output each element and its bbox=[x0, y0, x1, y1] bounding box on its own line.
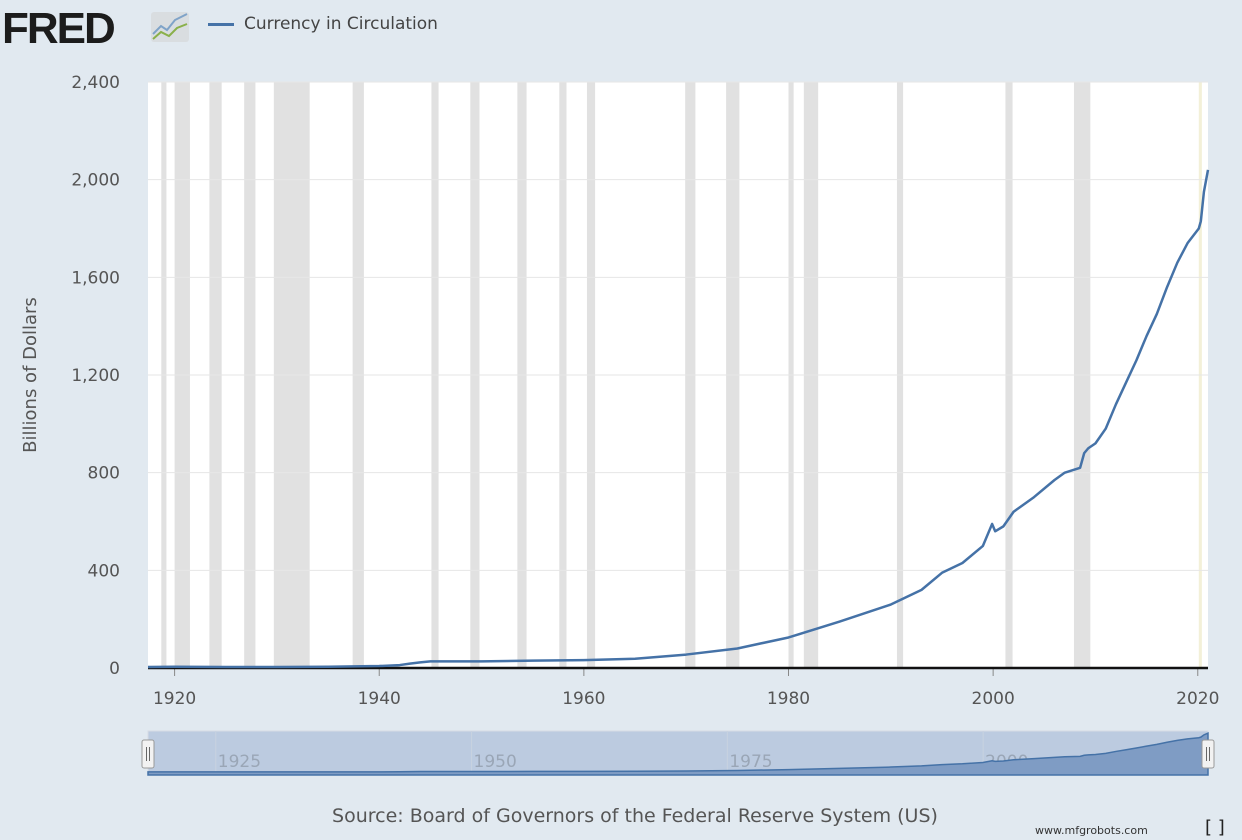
x-tick-label: 2020 bbox=[1176, 689, 1219, 709]
fullscreen-icon[interactable]: [ ] bbox=[1205, 817, 1225, 838]
y-tick-label: 2,400 bbox=[71, 73, 120, 93]
fred-logo[interactable]: FRED bbox=[2, 4, 116, 53]
navigator-tick-label: 1975 bbox=[729, 752, 772, 772]
y-tick-label: 2,000 bbox=[71, 171, 120, 191]
x-tick-label: 1940 bbox=[358, 689, 401, 709]
watermark: www.mfgrobots.com bbox=[1035, 824, 1148, 837]
navigator-tick-label: 1925 bbox=[218, 752, 261, 772]
navigator-tick-label: 1950 bbox=[474, 752, 517, 772]
x-tick-label: 1980 bbox=[767, 689, 810, 709]
navigator-handle-left[interactable] bbox=[141, 739, 155, 769]
navigator-series bbox=[147, 732, 1209, 776]
y-tick-label: 1,200 bbox=[71, 366, 120, 386]
legend[interactable]: Currency in Circulation bbox=[208, 14, 438, 34]
x-tick-label: 2000 bbox=[972, 689, 1015, 709]
y-tick-label: 0 bbox=[109, 659, 120, 679]
x-tick-label: 1960 bbox=[562, 689, 605, 709]
line-chart-icon bbox=[151, 12, 189, 42]
series-line bbox=[147, 169, 1210, 669]
y-tick-label: 400 bbox=[88, 561, 120, 581]
y-tick-label: 1,600 bbox=[71, 268, 120, 288]
y-tick-label: 800 bbox=[88, 464, 120, 484]
legend-label: Currency in Circulation bbox=[244, 14, 438, 34]
navigator-handle-right[interactable] bbox=[1201, 739, 1215, 769]
legend-swatch bbox=[208, 22, 234, 26]
source-note: Source: Board of Governors of the Federa… bbox=[332, 805, 938, 827]
y-axis-label: Billions of Dollars bbox=[20, 297, 41, 453]
x-tick-label: 1920 bbox=[153, 689, 196, 709]
